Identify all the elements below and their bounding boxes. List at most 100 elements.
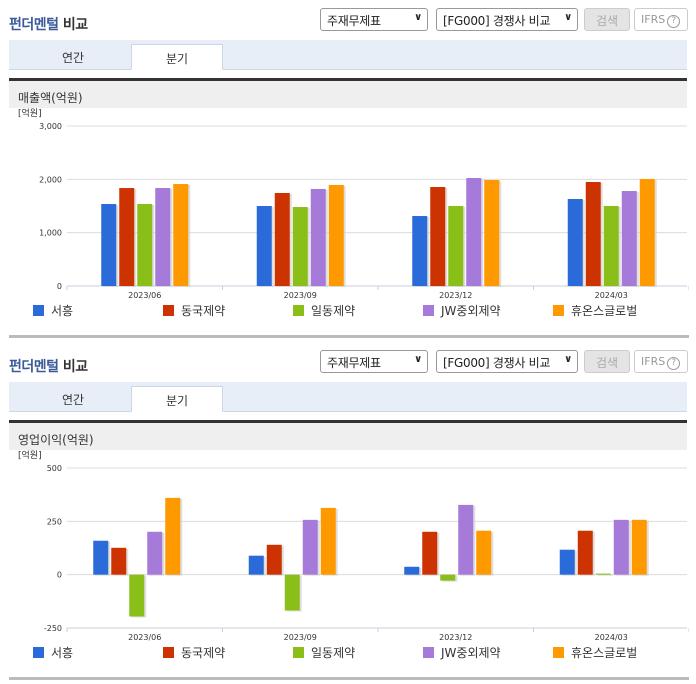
bar[interactable]	[284, 574, 300, 611]
bar[interactable]	[458, 504, 474, 575]
legend-swatch	[423, 305, 434, 316]
y-tick-label: 500	[47, 464, 62, 473]
bar[interactable]	[585, 182, 601, 286]
bar[interactable]	[274, 192, 290, 286]
bar[interactable]	[292, 207, 308, 286]
bar[interactable]	[320, 507, 336, 575]
statement-type-select[interactable]: 주재무제표 ∨	[320, 8, 428, 31]
bar[interactable]	[613, 519, 629, 575]
bar[interactable]	[256, 206, 272, 286]
bar[interactable]	[631, 519, 647, 575]
y-unit-label: [억원]	[18, 108, 42, 119]
tab-annual[interactable]: 연간	[61, 393, 85, 407]
select-value: 주재무제표	[327, 14, 381, 28]
y-tick-label: 3,000	[39, 122, 62, 131]
statement-type-select[interactable]: 주재무제표 ∨	[320, 350, 428, 373]
legend-item[interactable]: 일동제약	[293, 644, 355, 661]
chevron-down-icon: ∨	[414, 354, 422, 365]
bar[interactable]	[639, 179, 655, 286]
y-tick-label: 2,000	[39, 175, 62, 184]
legend-item[interactable]: 휴온스글로벌	[553, 644, 637, 661]
x-tick-label: 2023/09	[284, 291, 317, 300]
chevron-down-icon: ∨	[414, 12, 422, 23]
bar[interactable]	[430, 187, 446, 286]
bar[interactable]	[603, 206, 619, 286]
bar[interactable]	[440, 574, 456, 581]
bar[interactable]	[173, 184, 189, 286]
bar[interactable]	[328, 184, 344, 286]
bar[interactable]	[101, 204, 117, 286]
section-header: 펀더멘털 비교 주재무제표 ∨ [FG000] 경쟁사 비교 ∨ 검색 IFRS?	[0, 0, 696, 40]
comparison-group-select[interactable]: [FG000] 경쟁사 비교 ∨	[436, 350, 578, 373]
period-tabs: 연간 분기	[9, 40, 687, 70]
ifrs-label: IFRS	[641, 355, 666, 368]
bar[interactable]	[412, 216, 428, 286]
legend-swatch	[553, 305, 564, 316]
metric-label: 매출액(억원)	[9, 78, 687, 108]
operating-income-chart: [억원] -250 0 250 500 2023/06 2023/09 2023/12 2024…	[9, 450, 689, 670]
ifrs-button[interactable]: IFRS?	[634, 350, 688, 373]
bar[interactable]	[448, 206, 464, 286]
bar[interactable]	[147, 531, 163, 575]
chevron-down-icon: ∨	[564, 12, 572, 23]
bar[interactable]	[119, 188, 135, 286]
legend-item[interactable]: 휴온스글로벌	[553, 302, 637, 319]
legend-item[interactable]: 서흥	[33, 302, 73, 319]
select-value: [FG000] 경쟁사 비교	[443, 356, 551, 370]
search-button[interactable]: 검색	[584, 350, 630, 373]
title-rest: 비교	[58, 359, 88, 375]
search-button[interactable]: 검색	[584, 8, 630, 31]
bar[interactable]	[302, 519, 318, 575]
tab-quarterly[interactable]: 분기	[131, 44, 223, 70]
y-tick-label: 0	[57, 571, 62, 580]
section-title: 펀더멘털 비교	[9, 356, 88, 376]
bar[interactable]	[476, 530, 492, 575]
bar[interactable]	[165, 497, 181, 575]
title-accent: 펀더멘털	[9, 359, 59, 375]
legend-item[interactable]: 일동제약	[293, 302, 355, 319]
chevron-down-icon: ∨	[564, 354, 572, 365]
legend-swatch	[423, 647, 434, 658]
ifrs-button[interactable]: IFRS?	[634, 8, 688, 31]
bar[interactable]	[248, 555, 264, 575]
section-title: 펀더멘털 비교	[9, 14, 88, 34]
x-tick-label: 2023/12	[439, 291, 472, 300]
chart-svg: [억원] 0 1,000 2,000 3,000 2023/06 2023/09 2023/1…	[18, 108, 689, 300]
legend-label: 서흥	[51, 646, 74, 660]
bar[interactable]	[484, 180, 500, 286]
legend-label: JW중외제약	[441, 646, 501, 660]
bar[interactable]	[93, 540, 109, 575]
bar[interactable]	[129, 574, 145, 617]
bar[interactable]	[595, 573, 611, 575]
bar[interactable]	[111, 547, 127, 575]
x-tick-label: 2023/06	[128, 291, 161, 300]
bar[interactable]	[310, 188, 326, 286]
bar[interactable]	[559, 549, 575, 575]
legend-item[interactable]: 동국제약	[163, 644, 225, 661]
bar[interactable]	[266, 544, 282, 575]
bar[interactable]	[621, 191, 637, 286]
legend-label: 휴온스글로벌	[571, 304, 638, 318]
comparison-group-select[interactable]: [FG000] 경쟁사 비교 ∨	[436, 8, 578, 31]
legend-swatch	[553, 647, 564, 658]
bar[interactable]	[466, 178, 482, 286]
title-accent: 펀더멘털	[9, 17, 59, 33]
legend-item[interactable]: 동국제약	[163, 302, 225, 319]
bar[interactable]	[422, 531, 438, 575]
legend-item[interactable]: 서흥	[33, 644, 73, 661]
legend-item[interactable]: JW중외제약	[423, 644, 501, 661]
legend-item[interactable]: JW중외제약	[423, 302, 501, 319]
bar[interactable]	[155, 188, 171, 286]
tab-annual[interactable]: 연간	[61, 51, 85, 65]
tab-quarterly[interactable]: 분기	[131, 386, 223, 412]
bar[interactable]	[404, 566, 420, 575]
legend-label: JW중외제약	[441, 304, 501, 318]
chart-svg: [억원] -250 0 250 500 2023/06 2023/09 2023/12 2024…	[18, 450, 689, 642]
period-tabs: 연간 분기	[9, 382, 687, 412]
legend-swatch	[33, 647, 44, 658]
bar[interactable]	[567, 199, 583, 286]
title-rest: 비교	[58, 17, 88, 33]
legend-label: 휴온스글로벌	[571, 646, 638, 660]
bar[interactable]	[137, 204, 153, 286]
bar[interactable]	[577, 530, 593, 575]
